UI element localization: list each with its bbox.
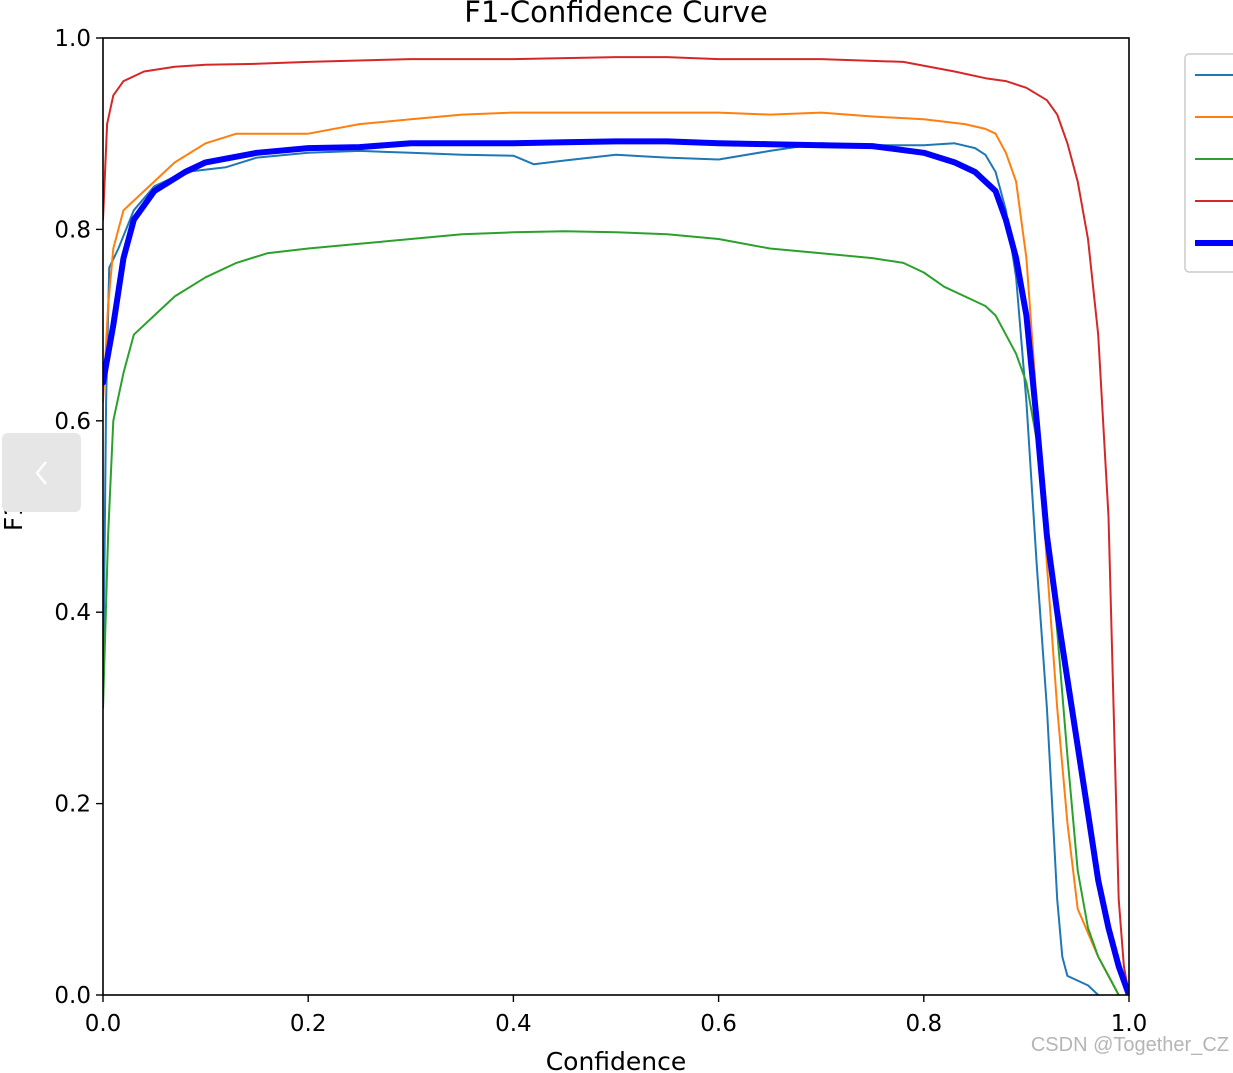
series-line-1 <box>103 142 1100 995</box>
x-tick-label: 0.2 <box>290 1011 327 1037</box>
series-line-4 <box>103 56 1129 995</box>
x-tick-label: 0.4 <box>495 1011 532 1037</box>
x-tick-label: 0.6 <box>700 1011 737 1037</box>
y-tick-label: 0.6 <box>54 409 91 435</box>
chevron-left-icon <box>34 460 47 485</box>
legend <box>1184 53 1233 273</box>
series-line-3 <box>103 230 1120 995</box>
x-axis-label: Confidence <box>546 1047 687 1073</box>
watermark: CSDN @Together_CZ <box>1030 1034 1229 1056</box>
y-tick-label: 0.4 <box>54 600 91 626</box>
plot-frame <box>102 37 1130 996</box>
y-tick-label: 0.2 <box>54 792 91 818</box>
previous-button[interactable] <box>2 433 81 512</box>
y-tick-label: 0.8 <box>54 217 91 243</box>
y-tick-label: 1.0 <box>54 26 91 52</box>
legend-box <box>1184 53 1233 273</box>
chart-title: F1-Confidence Curve <box>464 0 767 29</box>
x-tick-label: 1.0 <box>1111 1011 1148 1037</box>
y-axis-ticks: 0.0 0.2 0.4 0.6 0.8 1.0 <box>54 26 103 1009</box>
series-layer <box>103 56 1129 995</box>
series-line-5 <box>103 138 1129 995</box>
series-line-2 <box>103 111 1120 995</box>
x-axis-ticks: 0.0 0.2 0.4 0.6 0.8 1.0 <box>85 995 1148 1037</box>
x-tick-label: 0.0 <box>85 1011 122 1037</box>
x-tick-label: 0.8 <box>906 1011 943 1037</box>
y-tick-label: 0.0 <box>54 983 91 1009</box>
